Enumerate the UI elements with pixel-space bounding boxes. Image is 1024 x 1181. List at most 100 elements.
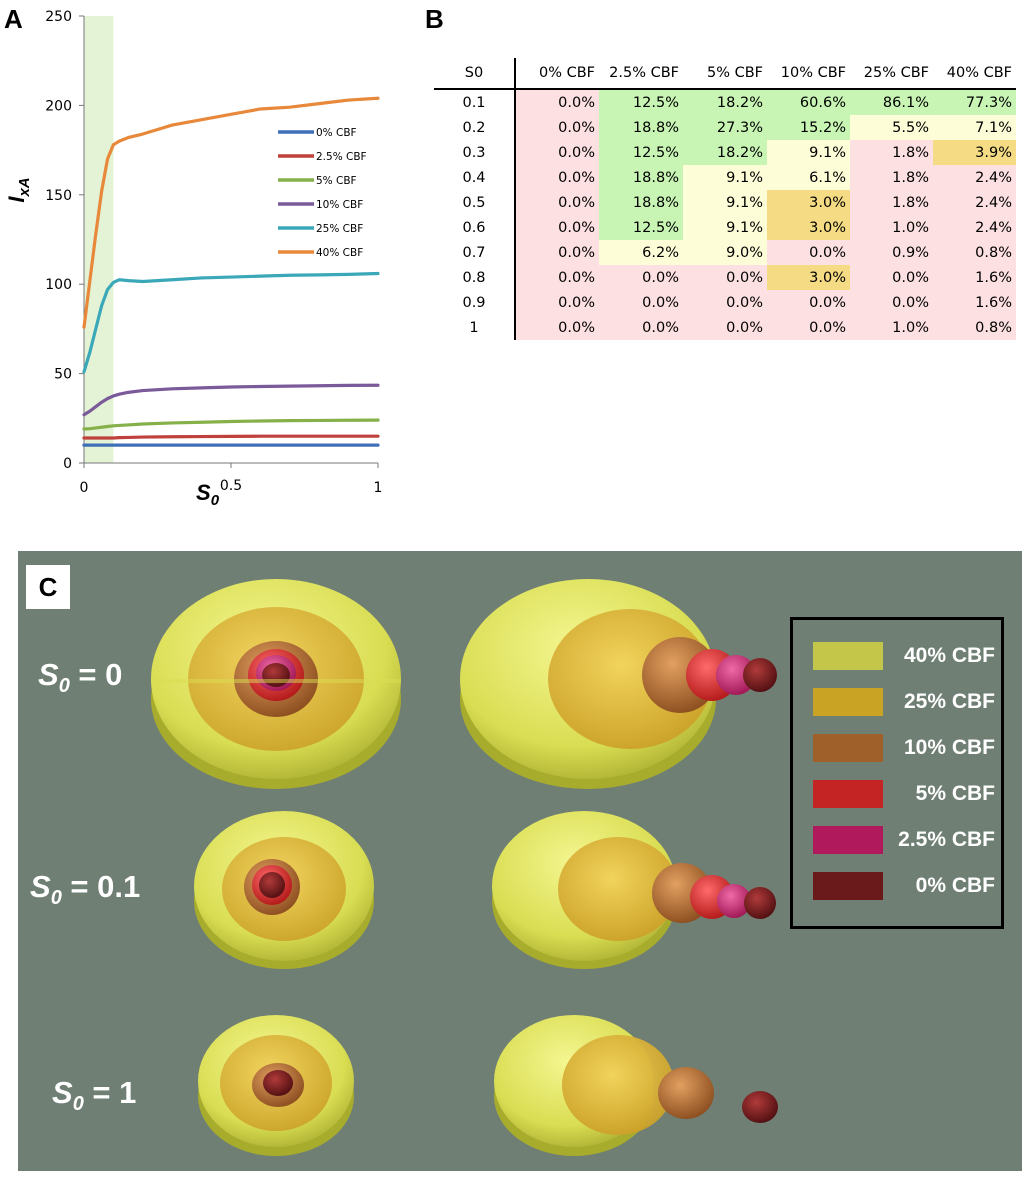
series-line-40-cbf [82,96,380,329]
panel-c-legend: 40% CBF 25% CBF 10% CBF 5% CBF 2.5% CBF 0% CB… [790,617,1004,929]
series-layer [82,96,380,447]
table-header-cell: 0% CBF [538,65,595,81]
table-cell: 12.5% [599,89,683,115]
legend-item: 0% CBF [813,872,1003,902]
legend-item: 10% CBF [813,734,1003,764]
table-cell: 0.0% [515,240,599,265]
table-s0-cell: 0.6 [434,215,516,240]
row-label-s0-0p1: S0 = 0.1 [30,869,140,910]
panel-b-label: B [425,4,444,34]
table-header-cell: 2.5% CBF [609,65,679,81]
table-row: 0.6 0.0% 12.5% 9.1% 3.0% 1.0% 2.4% [434,215,1016,240]
table-cell: 3.0% [767,265,850,290]
table-cell: 18.2% [683,140,767,165]
table-s0-cell: 0.8 [434,265,516,290]
legend-label: 25% CBF [903,690,995,713]
table-cell: 1.8% [850,190,933,215]
table-row: 0.1 0.0% 12.5% 18.2% 60.6% 86.1% 77.3% [434,89,1016,115]
disc-series-s0-0-side [460,579,777,789]
table-cell: 0.0% [683,290,767,315]
table-header-cell: 10% CBF [780,65,846,81]
table-header-cell: 40% CBF [946,65,1012,81]
table-cell: 1.8% [850,165,933,190]
series-line-10-cbf [82,383,380,417]
panel-c-label: C [26,565,70,609]
table-header-cell: S0 [434,58,516,89]
table-cell: 18.8% [599,115,683,140]
table-s0-cell: 0.5 [434,190,516,215]
table-row: 0.2 0.0% 18.8% 27.3% 15.2% 5.5% 7.1% [434,115,1016,140]
legend-label: 10% CBF [903,736,995,759]
row-label-s0-0-var: S [38,657,59,692]
table-cell: 0.0% [515,215,599,240]
table-cell: 0.0% [599,315,683,340]
table-cell: 3.0% [767,215,850,240]
table-cell: 0.0% [850,290,933,315]
disc-stack-s0-1-top [198,1015,354,1156]
table-cell: 0.0% [599,265,683,290]
panel-c-rendering: C [18,551,1022,1171]
y-tick-label: 100 [45,277,72,293]
table-row: 0.4 0.0% 18.8% 9.1% 6.1% 1.8% 2.4% [434,165,1016,190]
cbf-table: S0 0% CBF 2.5% CBF 5% CBF 10% CBF 25% CBF 40% … [434,58,1016,340]
table-s0-cell: 0.1 [434,89,516,115]
table-cell: 60.6% [767,89,850,115]
table-cell: 2.4% [933,190,1016,215]
y-axis-label: IxA [4,177,33,202]
table-cell: 0.8% [933,240,1016,265]
y-axis-label-main: I [4,196,29,203]
table-cell: 9.1% [683,190,767,215]
table-cell: 3.9% [933,140,1016,165]
table-cell: 12.5% [599,215,683,240]
table-cell: 0.0% [767,290,850,315]
table-cell: 0.0% [850,265,933,290]
table-cell: 5.5% [850,115,933,140]
table-cell: 7.1% [933,115,1016,140]
table-header-cell: 25% CBF [863,65,929,81]
legend-label: 10% CBF [316,199,363,211]
row-label-s0-0-sub: 0 [58,675,70,698]
x-tick-label: 0 [80,480,89,496]
table-cell: 0.0% [515,89,599,115]
legend-swatch [813,734,883,762]
series-line-5-cbf [82,418,380,431]
row-label-s0-0: S0 = 0 [38,657,122,698]
table-cell: 9.1% [683,165,767,190]
legend-item: 40% CBF [813,642,1003,672]
table-cell: 3.0% [767,190,850,215]
legend-swatch [813,780,883,808]
legend-label: 5% CBF [316,175,357,187]
legend-swatch [813,688,883,716]
table-header-row: S0 0% CBF 2.5% CBF 5% CBF 10% CBF 25% CBF 40% … [434,58,1016,89]
table-cell: 0.8% [933,315,1016,340]
row-label-s0-1-sub: 0 [72,1093,84,1116]
y-tick-label: 0 [63,456,72,472]
table-row: 0.7 0.0% 6.2% 9.0% 0.0% 0.9% 0.8% [434,240,1016,265]
row-label-s0-0p1-sub: 0 [50,887,62,910]
row-label-s0-1-value: = 1 [83,1075,137,1110]
table-s0-cell: 0.4 [434,165,516,190]
legend-label: 5% CBF [915,782,995,805]
chart-legend: 0% CBF 2.5% CBF 5% CBF 10% CBF 25% CBF 40% CB… [278,127,367,259]
table-cell: 27.3% [683,115,767,140]
table-s0-cell: 0.2 [434,115,516,140]
legend-item: 25% CBF [813,688,1003,718]
disc-stack-s0-0p1-top [194,811,374,969]
x-tick-label: 0.5 [220,478,242,494]
table-cell: 0.0% [683,265,767,290]
table-cell: 0.0% [599,290,683,315]
shaded-region [84,16,114,463]
series-line-2-5-cbf [82,434,380,440]
legend-label: 25% CBF [316,223,363,235]
legend-label: 2.5% CBF [316,151,367,163]
x-axis-label: S0 [196,480,220,509]
table-cell: 1.8% [850,140,933,165]
table-cell: 0.0% [767,240,850,265]
legend-item: 5% CBF [813,780,1003,810]
table-cell: 1.0% [850,315,933,340]
table-cell: 18.8% [599,190,683,215]
table-cell: 9.1% [683,215,767,240]
table-cell: 2.4% [933,165,1016,190]
x-tick-label: 1 [374,480,383,496]
table-s0-cell: 0.3 [434,140,516,165]
